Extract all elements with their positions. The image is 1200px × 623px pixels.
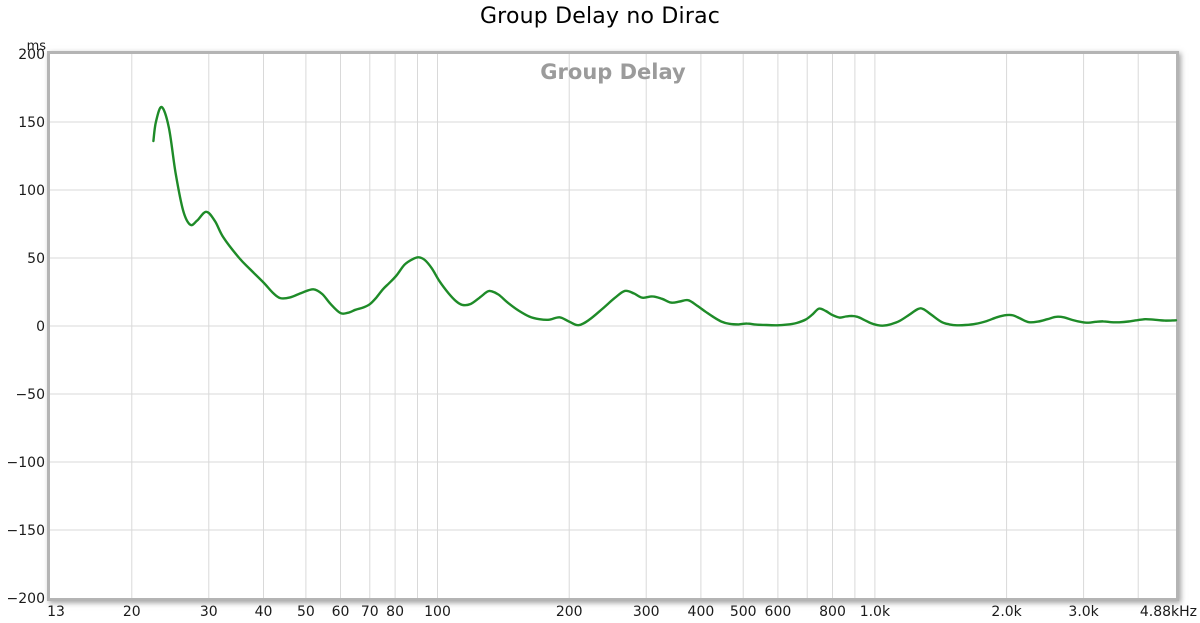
y-tick-label: 100 bbox=[18, 183, 45, 199]
x-tick-label: 70 bbox=[361, 604, 379, 620]
y-tick-label: 50 bbox=[27, 251, 45, 267]
x-tick-label: 400 bbox=[688, 604, 715, 620]
x-tick-label: 200 bbox=[556, 604, 583, 620]
y-tick-label: −100 bbox=[7, 455, 45, 471]
x-tick-label: 13 bbox=[47, 604, 65, 620]
x-tick-label: 4.88kHz bbox=[1140, 604, 1197, 620]
x-tick-label: 20 bbox=[123, 604, 141, 620]
y-tick-label: −150 bbox=[7, 523, 45, 539]
x-tick-label: 1.0k bbox=[860, 604, 891, 620]
y-tick-label: −200 bbox=[7, 591, 45, 607]
y-tick-label: 150 bbox=[18, 115, 45, 131]
chart-title: Group Delay no Dirac bbox=[479, 4, 721, 29]
x-tick-label: 600 bbox=[765, 604, 792, 620]
x-tick-label: 60 bbox=[332, 604, 350, 620]
x-tick-label: 300 bbox=[633, 604, 660, 620]
x-tick-label: 30 bbox=[200, 604, 218, 620]
y-tick-label: 200 bbox=[18, 47, 45, 63]
x-tick-label: 50 bbox=[297, 604, 315, 620]
x-tick-label: 40 bbox=[255, 604, 273, 620]
chart-inner-label: Group Delay bbox=[540, 60, 686, 84]
x-tick-label: 100 bbox=[424, 604, 451, 620]
x-tick-label: 800 bbox=[819, 604, 846, 620]
x-tick-label: 500 bbox=[730, 604, 757, 620]
group-delay-trace bbox=[152, 105, 1178, 327]
y-tick-label: −50 bbox=[15, 387, 45, 403]
x-tick-label: 80 bbox=[386, 604, 404, 620]
x-tick-label: 2.0k bbox=[991, 604, 1022, 620]
y-tick-label: 0 bbox=[36, 319, 45, 335]
x-tick-label: 3.0k bbox=[1068, 604, 1099, 620]
y-axis-unit: ms bbox=[27, 39, 47, 54]
